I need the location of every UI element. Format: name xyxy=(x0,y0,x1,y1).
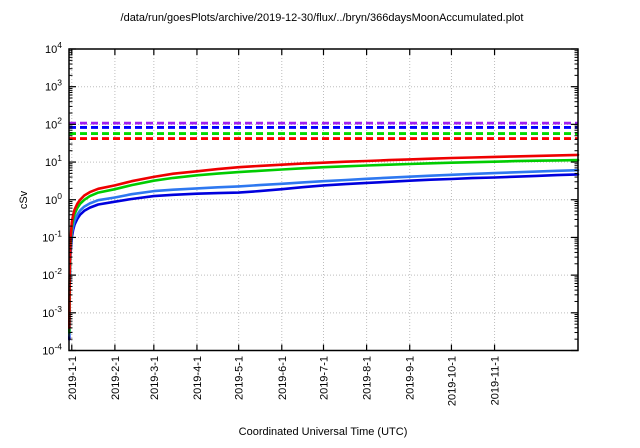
y-tick-label: 100 xyxy=(45,191,62,207)
threshold-lines xyxy=(69,121,578,140)
x-tick-label: 2019-8-1 xyxy=(362,356,374,400)
y-axis-label: cSv xyxy=(18,190,30,210)
x-tick-label: 2019-1-1 xyxy=(67,356,79,400)
y-tick-label: 10-4 xyxy=(42,342,62,358)
y-tick-label: 104 xyxy=(45,40,62,56)
y-tick-label: 10-2 xyxy=(42,266,62,282)
plot-border xyxy=(68,48,579,352)
x-tick-label: 2019-6-1 xyxy=(277,356,289,400)
y-tick-labels: 104 103 102 101 100 10-1 10-2 10-3 10-4 xyxy=(42,40,62,358)
y-tick-label: 102 xyxy=(45,115,62,131)
grid xyxy=(69,49,578,351)
y-tick-label: 101 xyxy=(45,153,62,169)
x-tick-label: 2019-10-1 xyxy=(446,356,458,406)
x-tick-label: 2019-5-1 xyxy=(234,356,246,400)
x-tick-label: 2019-2-1 xyxy=(110,356,122,400)
x-tick-label: 2019-7-1 xyxy=(319,356,331,400)
accumulated-dose-darkblue xyxy=(68,173,580,341)
accumulated-dose-green xyxy=(68,158,580,334)
y-tick-label: 10-3 xyxy=(42,304,62,320)
x-tick-label: 2019-3-1 xyxy=(149,356,161,400)
x-tick-label: 2019-11-1 xyxy=(490,356,502,405)
x-tick-label: 2019-9-1 xyxy=(405,356,417,400)
x-tick-label: 2019-4-1 xyxy=(192,356,204,400)
y-tick-label: 10-1 xyxy=(42,228,62,244)
y-tick-label: 103 xyxy=(45,78,62,94)
accumulated-dose-red xyxy=(68,153,580,330)
chart-title: /data/run/goesPlots/archive/2019-12-30/f… xyxy=(120,12,524,24)
x-tick-labels: 2019-1-1 2019-2-1 2019-3-1 2019-4-1 2019-5-1… xyxy=(67,356,502,406)
accumulated-dose-lightblue xyxy=(68,168,580,337)
x-axis-label: Coordinated Universal Time (UTC) xyxy=(238,426,408,438)
